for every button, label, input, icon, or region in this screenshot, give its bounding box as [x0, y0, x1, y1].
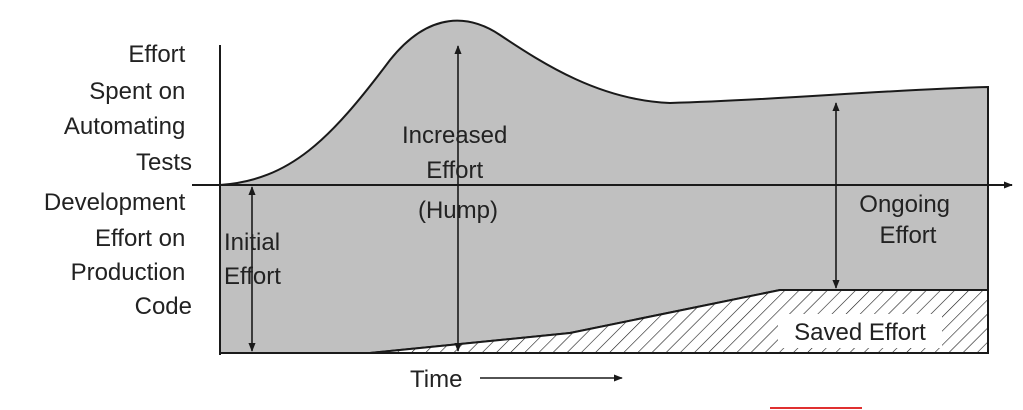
lower-axis-label: Development Effort on Production Code: [44, 189, 192, 320]
saved-effort-label: Saved Effort: [794, 319, 926, 346]
upper-effort-area: [219, 19, 989, 186]
initial-effort-label: Initial Effort: [224, 229, 287, 290]
time-label: Time: [410, 366, 462, 393]
ongoing-effort-label: Ongoing Effort: [859, 191, 956, 249]
increased-effort-label: Increased Effort (Hump): [402, 122, 514, 224]
saved-effort-label-bg: [778, 314, 942, 348]
upper-axis-label: Effort Spent on Automating Tests: [64, 41, 192, 176]
